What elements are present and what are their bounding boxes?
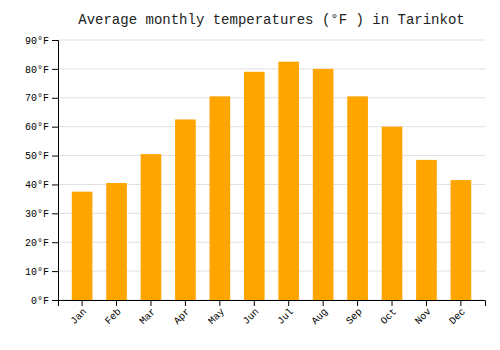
y-tick: 60°F bbox=[25, 122, 58, 133]
grid-line bbox=[58, 40, 485, 41]
bar bbox=[210, 96, 231, 300]
x-tick: Oct bbox=[379, 300, 400, 327]
x-tick-mark bbox=[185, 300, 186, 306]
x-tick: Dec bbox=[447, 300, 468, 327]
y-tick-label: 30°F bbox=[25, 209, 49, 220]
x-axis-line bbox=[59, 301, 486, 307]
x-tick: Jan bbox=[69, 300, 90, 327]
x-tick-label: May bbox=[206, 306, 227, 327]
grid bbox=[58, 40, 485, 300]
grid-line bbox=[58, 155, 485, 156]
grid-line bbox=[58, 68, 485, 69]
x-tick-label: Dec bbox=[447, 306, 468, 327]
x-tick: Apr bbox=[172, 300, 193, 327]
y-tick: 20°F bbox=[25, 238, 58, 249]
x-tick: Aug bbox=[310, 300, 331, 327]
y-tick-label: 40°F bbox=[25, 180, 49, 191]
chart: 0°F 10°F 20°F 30°F 40°F 50°F 60°F 70°F 80°F 90°F J… bbox=[0, 0, 500, 350]
y-tick-mark bbox=[52, 242, 58, 243]
y-tick-label: 10°F bbox=[25, 267, 49, 278]
y-tick-mark bbox=[52, 156, 58, 157]
bar bbox=[72, 192, 93, 300]
y-tick-label: 20°F bbox=[25, 238, 49, 249]
bar bbox=[416, 160, 437, 300]
x-tick-mark bbox=[288, 300, 289, 306]
x-tick-label: Jun bbox=[241, 306, 262, 327]
bar bbox=[313, 69, 334, 300]
bar bbox=[141, 154, 162, 300]
x-tick-label: Apr bbox=[172, 306, 193, 327]
x-tick-mark bbox=[150, 300, 151, 306]
x-tick-mark bbox=[357, 300, 358, 306]
y-tick: 30°F bbox=[25, 209, 58, 220]
y-tick-label: 50°F bbox=[25, 151, 49, 162]
x-tick-label: Mar bbox=[138, 306, 159, 327]
x-tick: Mar bbox=[138, 300, 159, 327]
y-tick: 10°F bbox=[25, 267, 58, 278]
x-tick-label: Jul bbox=[275, 306, 296, 327]
x-tick-label: Jan bbox=[69, 306, 90, 327]
bar bbox=[106, 183, 127, 300]
x-tick: Sep bbox=[344, 300, 365, 327]
x-tick: Feb bbox=[103, 300, 124, 327]
x-tick-mark bbox=[392, 300, 393, 306]
x-tick-mark bbox=[254, 300, 255, 306]
x-tick-label: Oct bbox=[379, 306, 400, 327]
grid-line bbox=[58, 126, 485, 127]
x-tick-label: Sep bbox=[344, 306, 365, 327]
x-tick-mark bbox=[219, 300, 220, 306]
bar bbox=[347, 96, 368, 300]
y-tick: 50°F bbox=[25, 151, 58, 162]
x-tick: Jul bbox=[275, 300, 296, 327]
y-tick: 40°F bbox=[25, 180, 58, 191]
y-axis-line bbox=[52, 41, 59, 301]
bar bbox=[175, 119, 196, 300]
x-tick: Jun bbox=[241, 300, 262, 327]
bar bbox=[451, 180, 472, 300]
x-tick-mark bbox=[426, 300, 427, 306]
bar bbox=[382, 127, 403, 300]
x-tick-label: Nov bbox=[413, 306, 434, 327]
y-tick-mark bbox=[52, 271, 58, 272]
y-tick-mark bbox=[52, 69, 58, 70]
y-tick-label: 70°F bbox=[25, 93, 49, 104]
y-tick: 70°F bbox=[25, 93, 58, 104]
x-tick: Nov bbox=[413, 300, 434, 327]
x-tick-mark bbox=[323, 300, 324, 306]
title: Average monthly temperatures (°F ) in Ta… bbox=[78, 12, 464, 28]
y-tick: 90°F bbox=[25, 36, 58, 47]
x-tick-mark bbox=[82, 300, 83, 306]
x-tick-label: Feb bbox=[103, 306, 124, 327]
y-tick-label: 0°F bbox=[31, 296, 49, 307]
y-tick-mark bbox=[52, 300, 58, 301]
y-tick-mark bbox=[52, 184, 58, 185]
bar bbox=[278, 62, 299, 300]
y-tick-label: 90°F bbox=[25, 36, 49, 47]
x-axis: Jan Feb Mar Apr May Jun Jul Aug Sep Oct Nov Dec bbox=[59, 300, 486, 327]
y-tick-label: 60°F bbox=[25, 122, 49, 133]
marks bbox=[72, 62, 471, 300]
y-tick: 80°F bbox=[25, 65, 58, 76]
x-tick-label: Aug bbox=[310, 306, 331, 327]
y-tick-label: 80°F bbox=[25, 65, 49, 76]
y-tick-mark bbox=[52, 127, 58, 128]
y-axis: 0°F 10°F 20°F 30°F 40°F 50°F 60°F 70°F 80°F 90°F bbox=[25, 36, 59, 307]
y-tick-mark bbox=[52, 213, 58, 214]
y-tick-mark bbox=[52, 98, 58, 99]
grid-line bbox=[58, 97, 485, 98]
bar bbox=[244, 72, 265, 300]
y-tick: 0°F bbox=[31, 296, 58, 307]
x-tick: May bbox=[206, 300, 227, 327]
x-tick-mark bbox=[460, 300, 461, 306]
x-tick-mark bbox=[116, 300, 117, 306]
y-tick-mark bbox=[52, 40, 58, 41]
plot: 0°F 10°F 20°F 30°F 40°F 50°F 60°F 70°F 80°F 90°F J… bbox=[25, 36, 486, 327]
